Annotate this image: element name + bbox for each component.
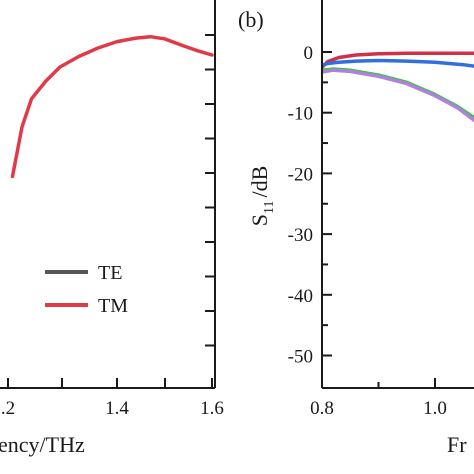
- legend-tm-label: TM: [98, 295, 128, 317]
- panel-b-series-group: [322, 51, 474, 123]
- panel-a-x-axis-label: ency/THz: [0, 432, 85, 457]
- panel-b: (b) 0 -10 -20 -30 -40 -50 0.8 1.0 S11/dB Fr: [238, 0, 474, 457]
- panel-a-y-tick-marks: [205, 34, 215, 347]
- panel-b-label: (b): [238, 7, 264, 32]
- panel-b-x-ticks: 0.8 1.0: [310, 378, 447, 419]
- panel-b-x-axis-label: Fr: [447, 432, 467, 457]
- series-line-2: [322, 58, 474, 68]
- panel-a-x-tick-label: 1.6: [200, 398, 224, 419]
- series-line-1: [322, 51, 474, 69]
- series-line-tm: [10, 34, 214, 179]
- y-axis-symbol: S: [247, 214, 272, 226]
- legend: TE TM: [45, 262, 128, 317]
- panel-a-x-tick-label: .2: [1, 398, 15, 419]
- y-tick-label: -20: [288, 164, 313, 185]
- y-tick-label: -50: [288, 347, 313, 368]
- y-tick-label: -10: [288, 104, 313, 125]
- y-axis-unit: /dB: [247, 166, 272, 198]
- y-tick-label: -40: [288, 286, 313, 307]
- y-tick-label: -30: [288, 225, 313, 246]
- panel-a-x-tick-marks: [7, 378, 213, 388]
- series-line-4: [322, 68, 474, 123]
- y-tick-label: 0: [304, 43, 314, 64]
- legend-te-label: TE: [98, 262, 122, 284]
- panel-b-y-ticks: 0 -10 -20 -30 -40 -50: [288, 43, 332, 368]
- x-tick-label: 1.0: [423, 398, 447, 419]
- panel-a: .2 1.4 1.6 ency/THz TE TM: [0, 0, 224, 457]
- panel-a-x-tick-label: 1.4: [105, 398, 129, 419]
- panel-b-curves: [322, 51, 474, 123]
- y-axis-subscript: 11: [262, 201, 277, 214]
- panel-a-curves: [10, 34, 214, 179]
- series-line-3: [322, 67, 474, 120]
- panel-b-y-axis-label: S11/dB: [247, 166, 277, 227]
- x-tick-label: 0.8: [310, 398, 334, 419]
